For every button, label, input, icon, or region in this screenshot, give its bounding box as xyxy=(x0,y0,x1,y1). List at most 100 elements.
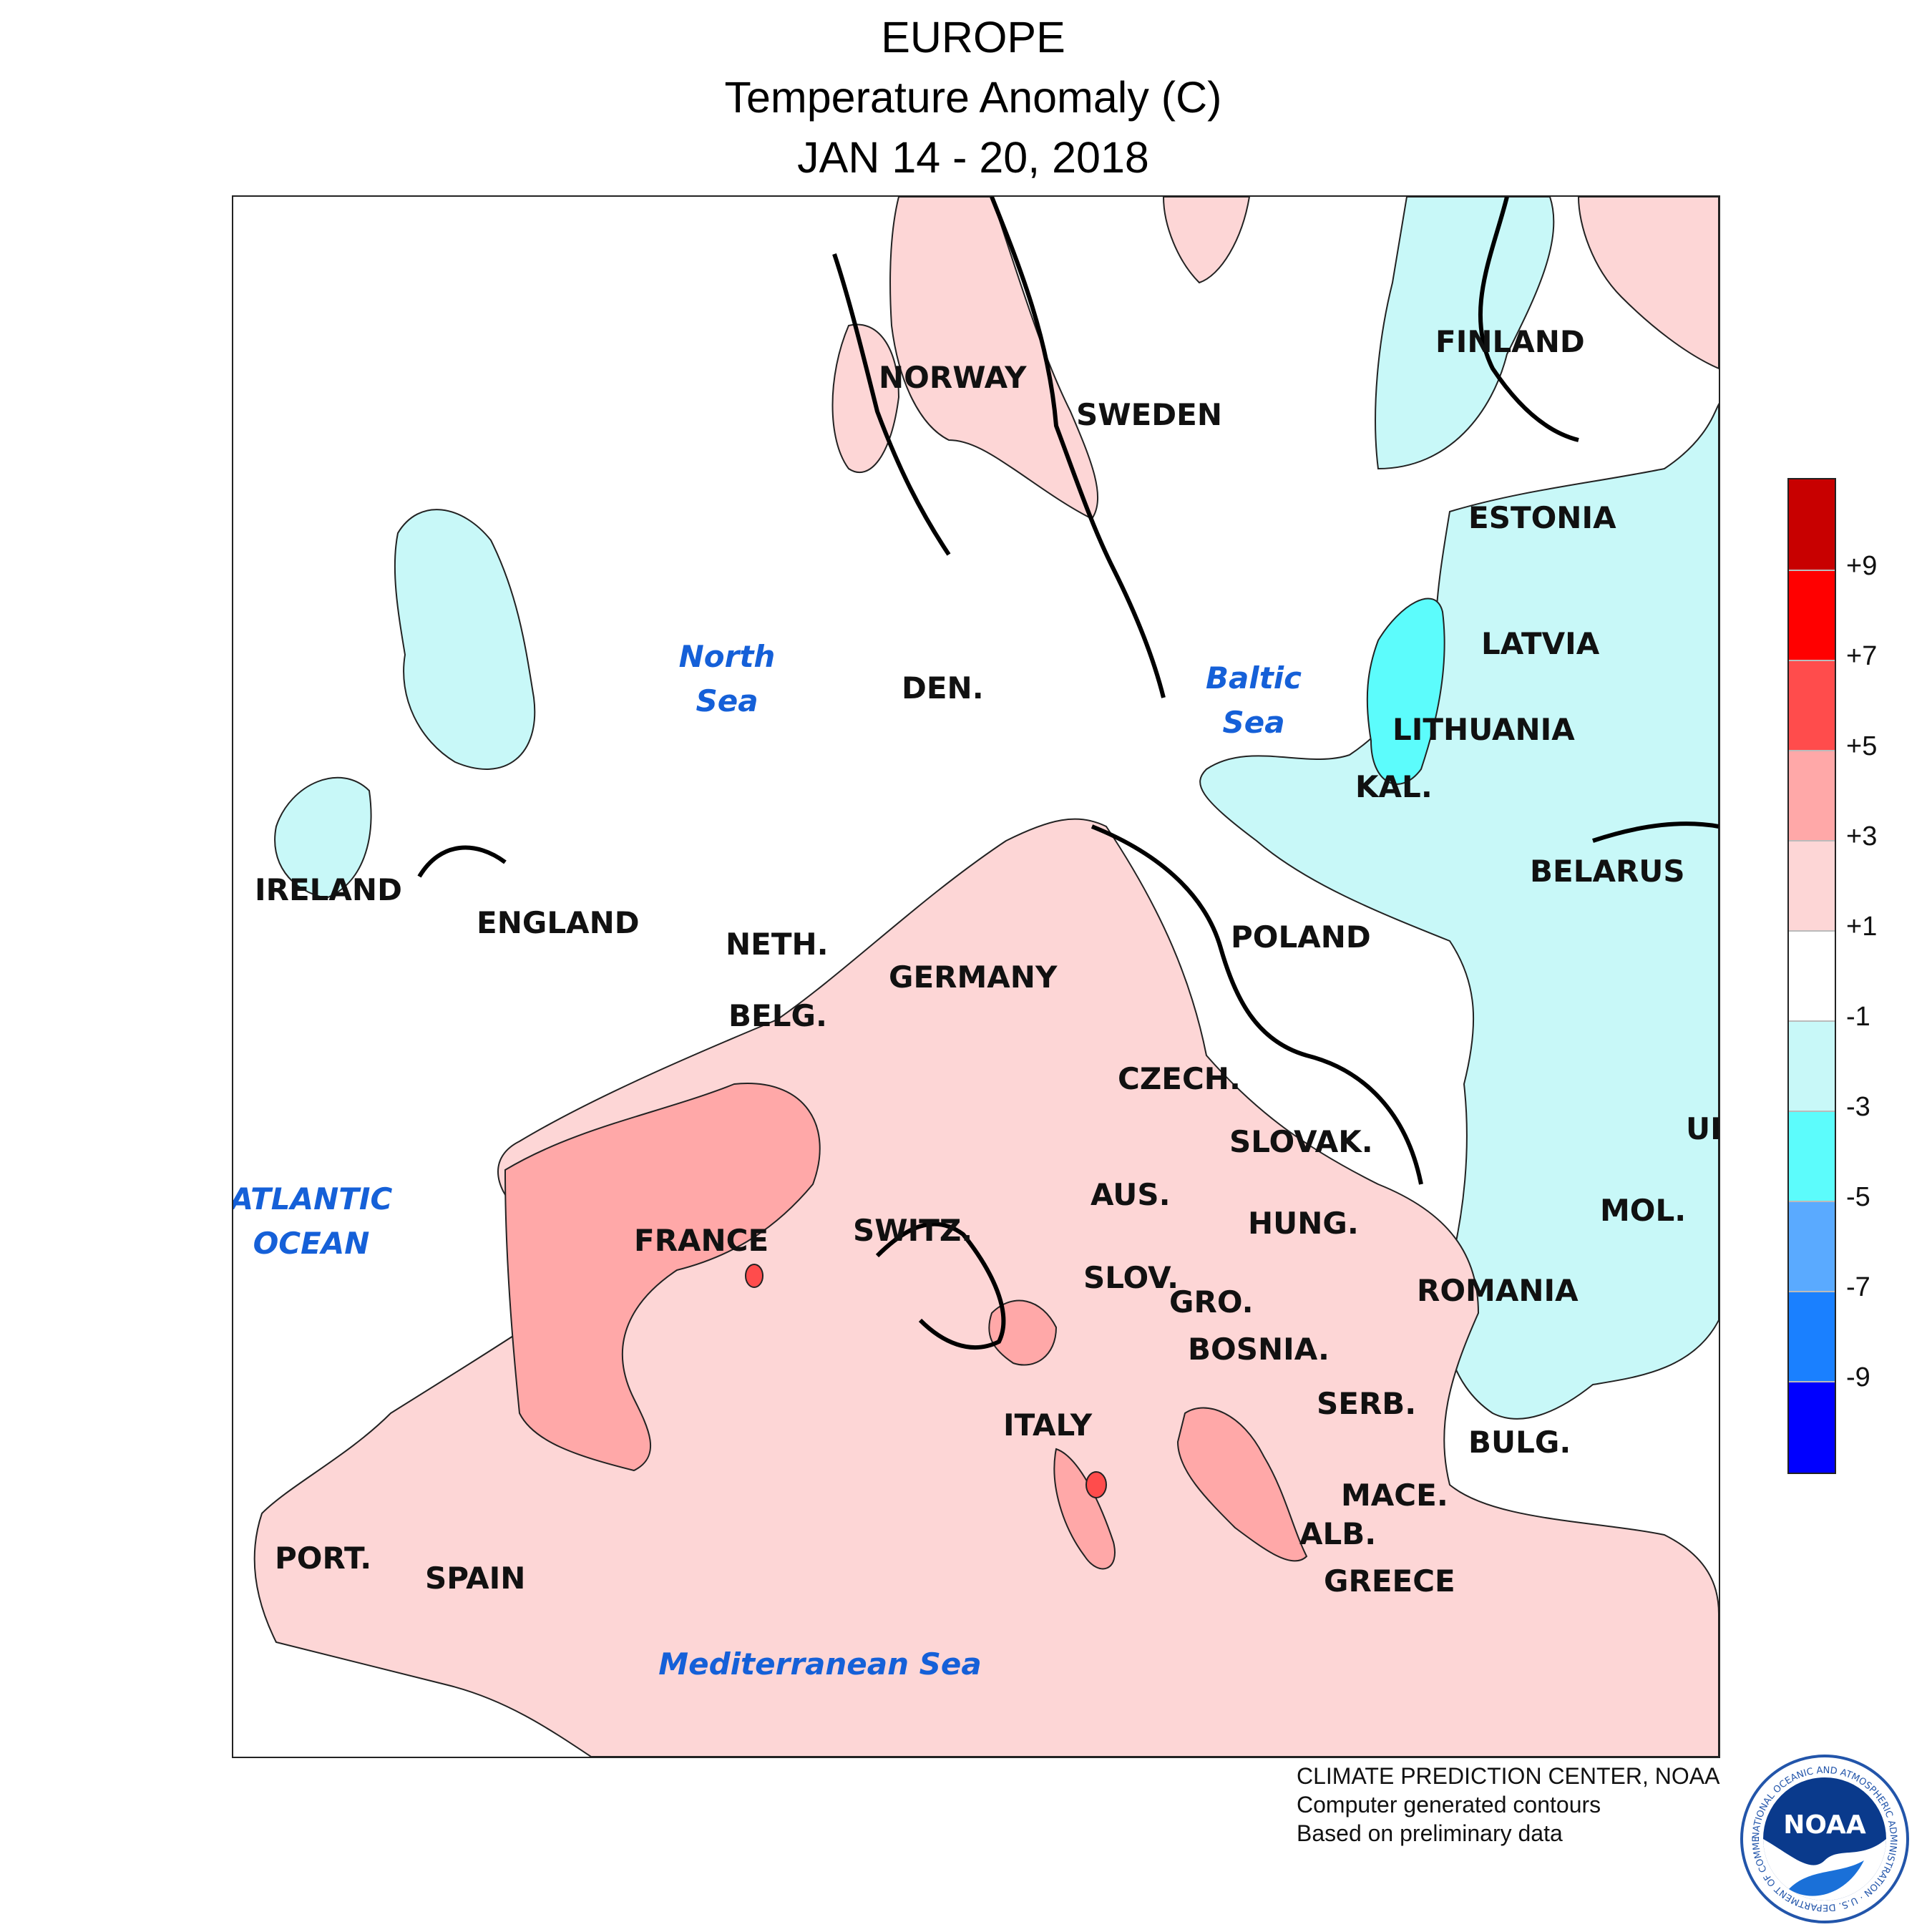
label-latvia: LATVIA xyxy=(1481,626,1600,661)
legend-tick-label: -7 xyxy=(1846,1272,1870,1302)
label-moldova: MOL. xyxy=(1600,1193,1687,1228)
label-bulgaria: BULG. xyxy=(1468,1425,1571,1460)
warm-region-central-europe xyxy=(253,818,1719,1757)
label-sweden: SWEDEN xyxy=(1076,397,1222,432)
label-north-sea-line2: Sea xyxy=(696,683,758,718)
label-romania: ROMANIA xyxy=(1417,1273,1579,1308)
label-ireland: IRELAND xyxy=(255,872,402,907)
legend-tick-label: +5 xyxy=(1846,731,1878,761)
legend-swatch xyxy=(1789,1020,1835,1112)
label-atlantic-ocean-line1: ATLANTIC xyxy=(232,1181,393,1216)
label-austria: AUS. xyxy=(1091,1177,1171,1212)
cold-region-ireland xyxy=(274,776,372,899)
contour-england xyxy=(417,845,507,878)
legend-swatch xyxy=(1789,1381,1835,1473)
strong-warm-region-italy xyxy=(1053,1448,1116,1570)
label-slovakia: SLOVAK. xyxy=(1229,1124,1373,1159)
contour-scandinavia xyxy=(832,253,951,556)
map-title-block: EUROPE Temperature Anomaly (C) JAN 14 - … xyxy=(0,7,1932,187)
label-atlantic-ocean-line2: OCEAN xyxy=(253,1226,370,1261)
label-slovenia: SLOV. xyxy=(1083,1260,1179,1295)
label-italy: ITALY xyxy=(1003,1407,1093,1443)
title-region: EUROPE xyxy=(881,13,1065,62)
label-baltic-sea: Baltic Sea xyxy=(1168,656,1340,745)
noaa-logo: NOAA NATIONAL OCEANIC AND ATMOSPHERIC AD… xyxy=(1739,1753,1909,1923)
zero-contours xyxy=(417,197,1719,1350)
legend-tick-label: -5 xyxy=(1846,1182,1870,1212)
label-denmark: DEN. xyxy=(902,670,984,706)
legend-tick-label: +7 xyxy=(1846,641,1878,671)
label-serbia: SERB. xyxy=(1317,1386,1417,1421)
warmest-anomaly-spots xyxy=(745,1264,1107,1498)
title-variable: Temperature Anomaly (C) xyxy=(724,73,1222,122)
label-belarus: BELARUS xyxy=(1530,854,1685,889)
label-bosnia: BOSNIA. xyxy=(1188,1332,1330,1367)
strong-warm-region-balkans xyxy=(1176,1407,1308,1562)
contour-belarus xyxy=(1592,821,1719,843)
hot-spot-france xyxy=(745,1264,763,1288)
contour-sweden xyxy=(990,197,1166,698)
legend-swatch xyxy=(1789,1201,1835,1292)
credits-block: CLIMATE PREDICTION CENTER, NOAA Computer… xyxy=(1297,1762,1719,1848)
label-hungary: HUNG. xyxy=(1248,1206,1359,1241)
label-germany: GERMANY xyxy=(889,960,1058,995)
warm-region-norway xyxy=(889,197,1098,520)
label-north-sea-line1: North xyxy=(678,639,776,674)
cold-region-baltic-east xyxy=(1199,403,1719,1420)
hot-spot-italy xyxy=(1085,1471,1107,1498)
contour-poland xyxy=(1091,824,1423,1185)
label-estonia: ESTONIA xyxy=(1468,500,1616,535)
label-france: FRANCE xyxy=(634,1223,769,1258)
strong-warm-region-france xyxy=(504,1083,821,1472)
anomaly-map-svg xyxy=(253,197,1719,1757)
legend-swatch xyxy=(1789,660,1835,751)
legend-swatch xyxy=(1789,750,1835,841)
label-mediterranean-sea-line1: Mediterranean Sea xyxy=(658,1646,982,1682)
label-portugal: PORT. xyxy=(275,1541,372,1576)
noaa-logo-text: NOAA xyxy=(1783,1810,1866,1840)
legend-swatch xyxy=(1789,1111,1835,1202)
legend-tick-label: -1 xyxy=(1846,1002,1870,1032)
label-baltic-sea-line1: Baltic xyxy=(1205,660,1302,696)
contour-alps xyxy=(875,1221,1006,1350)
label-ukraine: UK xyxy=(1686,1111,1719,1146)
label-switzerland: SWITZ. xyxy=(853,1213,973,1248)
legend-tick-label: -9 xyxy=(1846,1362,1870,1392)
color-scale-legend xyxy=(1787,478,1836,1474)
label-finland: FINLAND xyxy=(1435,324,1585,359)
legend-tick-label: +9 xyxy=(1846,551,1878,581)
credits-note: Based on preliminary data xyxy=(1297,1820,1563,1846)
warm-region-northeast xyxy=(1577,197,1719,370)
cold-region-finland xyxy=(1375,197,1555,470)
legend-tick-label: -3 xyxy=(1846,1092,1870,1122)
legend-swatch xyxy=(1789,840,1835,932)
legend-tick-label: +3 xyxy=(1846,821,1878,852)
legend-swatch xyxy=(1789,1291,1835,1382)
label-poland: POLAND xyxy=(1231,919,1371,955)
label-albania: ALB. xyxy=(1299,1516,1377,1551)
label-croatia: GRO. xyxy=(1169,1284,1254,1319)
label-netherlands: NETH. xyxy=(726,927,829,962)
warm-region-norway-west xyxy=(831,323,900,474)
warm-anomaly-areas xyxy=(253,197,1719,1757)
contour-finland xyxy=(1478,197,1579,442)
strong-warm-anomaly-areas xyxy=(504,1083,1308,1570)
label-macedonia: MACE. xyxy=(1341,1478,1448,1513)
label-mediterranean-sea: Mediterranean Sea xyxy=(641,1642,999,1687)
label-greece: GREECE xyxy=(1324,1563,1455,1599)
warm-region-sweden-east xyxy=(1162,197,1251,284)
colder-anomaly-areas xyxy=(1366,597,1445,785)
cold-region-scotland xyxy=(394,509,536,770)
title-date-range: JAN 14 - 20, 2018 xyxy=(797,133,1149,182)
legend-swatch xyxy=(1789,570,1835,661)
label-lithuania: LITHUANIA xyxy=(1392,712,1575,747)
credits-source: CLIMATE PREDICTION CENTER, NOAA xyxy=(1297,1763,1720,1789)
legend-swatch xyxy=(1789,479,1835,570)
legend-tick-label: +1 xyxy=(1846,912,1878,942)
label-kaliningrad: KAL. xyxy=(1355,769,1433,804)
label-baltic-sea-line2: Sea xyxy=(1222,705,1285,740)
label-atlantic-ocean: ATLANTIC OCEAN xyxy=(232,1177,408,1266)
legend-swatch xyxy=(1789,930,1835,1022)
label-north-sea: North Sea xyxy=(641,635,813,723)
label-spain: SPAIN xyxy=(425,1561,526,1596)
